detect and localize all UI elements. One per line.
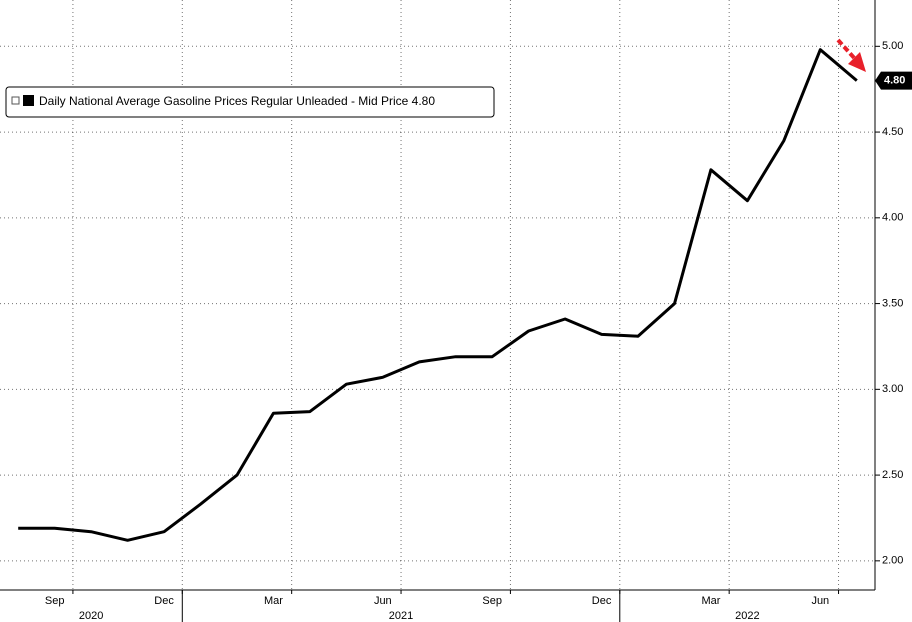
legend-box	[5, 86, 495, 118]
legend-name: Daily National Average Gasoline Prices R…	[39, 94, 409, 108]
series-line	[18, 48, 858, 542]
x-tick-label: Mar	[701, 595, 720, 607]
y-tick-label: 2.00	[882, 555, 903, 567]
legend-last: 4.80	[412, 94, 436, 108]
last-value-tag	[875, 71, 912, 90]
x-tick-label: Sep	[482, 595, 502, 607]
last-value-label: 4.80	[884, 75, 905, 87]
y-tick-label: 5.00	[882, 40, 903, 52]
x-tick-label: Dec	[154, 595, 174, 607]
x-tick-label: Dec	[592, 595, 612, 607]
year-label: 2020	[79, 610, 103, 622]
x-tick-label: Sep	[45, 595, 65, 607]
legend-toggle[interactable]	[11, 96, 20, 105]
legend-swatch	[23, 95, 34, 106]
arrow-shaft	[836, 38, 858, 62]
y-tick-label: 3.00	[882, 383, 903, 395]
y-tick-label: 4.00	[882, 212, 903, 224]
legend: Daily National Average Gasoline Prices R…	[5, 86, 495, 118]
x-tick-label: Jun	[811, 595, 829, 607]
x-tick-label: Mar	[264, 595, 283, 607]
legend-label: Daily National Average Gasoline Prices R…	[39, 94, 435, 108]
y-tick-label: 3.50	[882, 297, 903, 309]
y-tick-label: 4.50	[882, 126, 903, 138]
trend-arrow	[836, 38, 866, 72]
x-tick-label: Jun	[374, 595, 392, 607]
plot-area	[18, 48, 858, 542]
year-label: 2022	[735, 610, 759, 622]
arrow-head	[848, 52, 866, 72]
y-tick-label: 2.50	[882, 469, 903, 481]
year-label: 2021	[389, 610, 413, 622]
